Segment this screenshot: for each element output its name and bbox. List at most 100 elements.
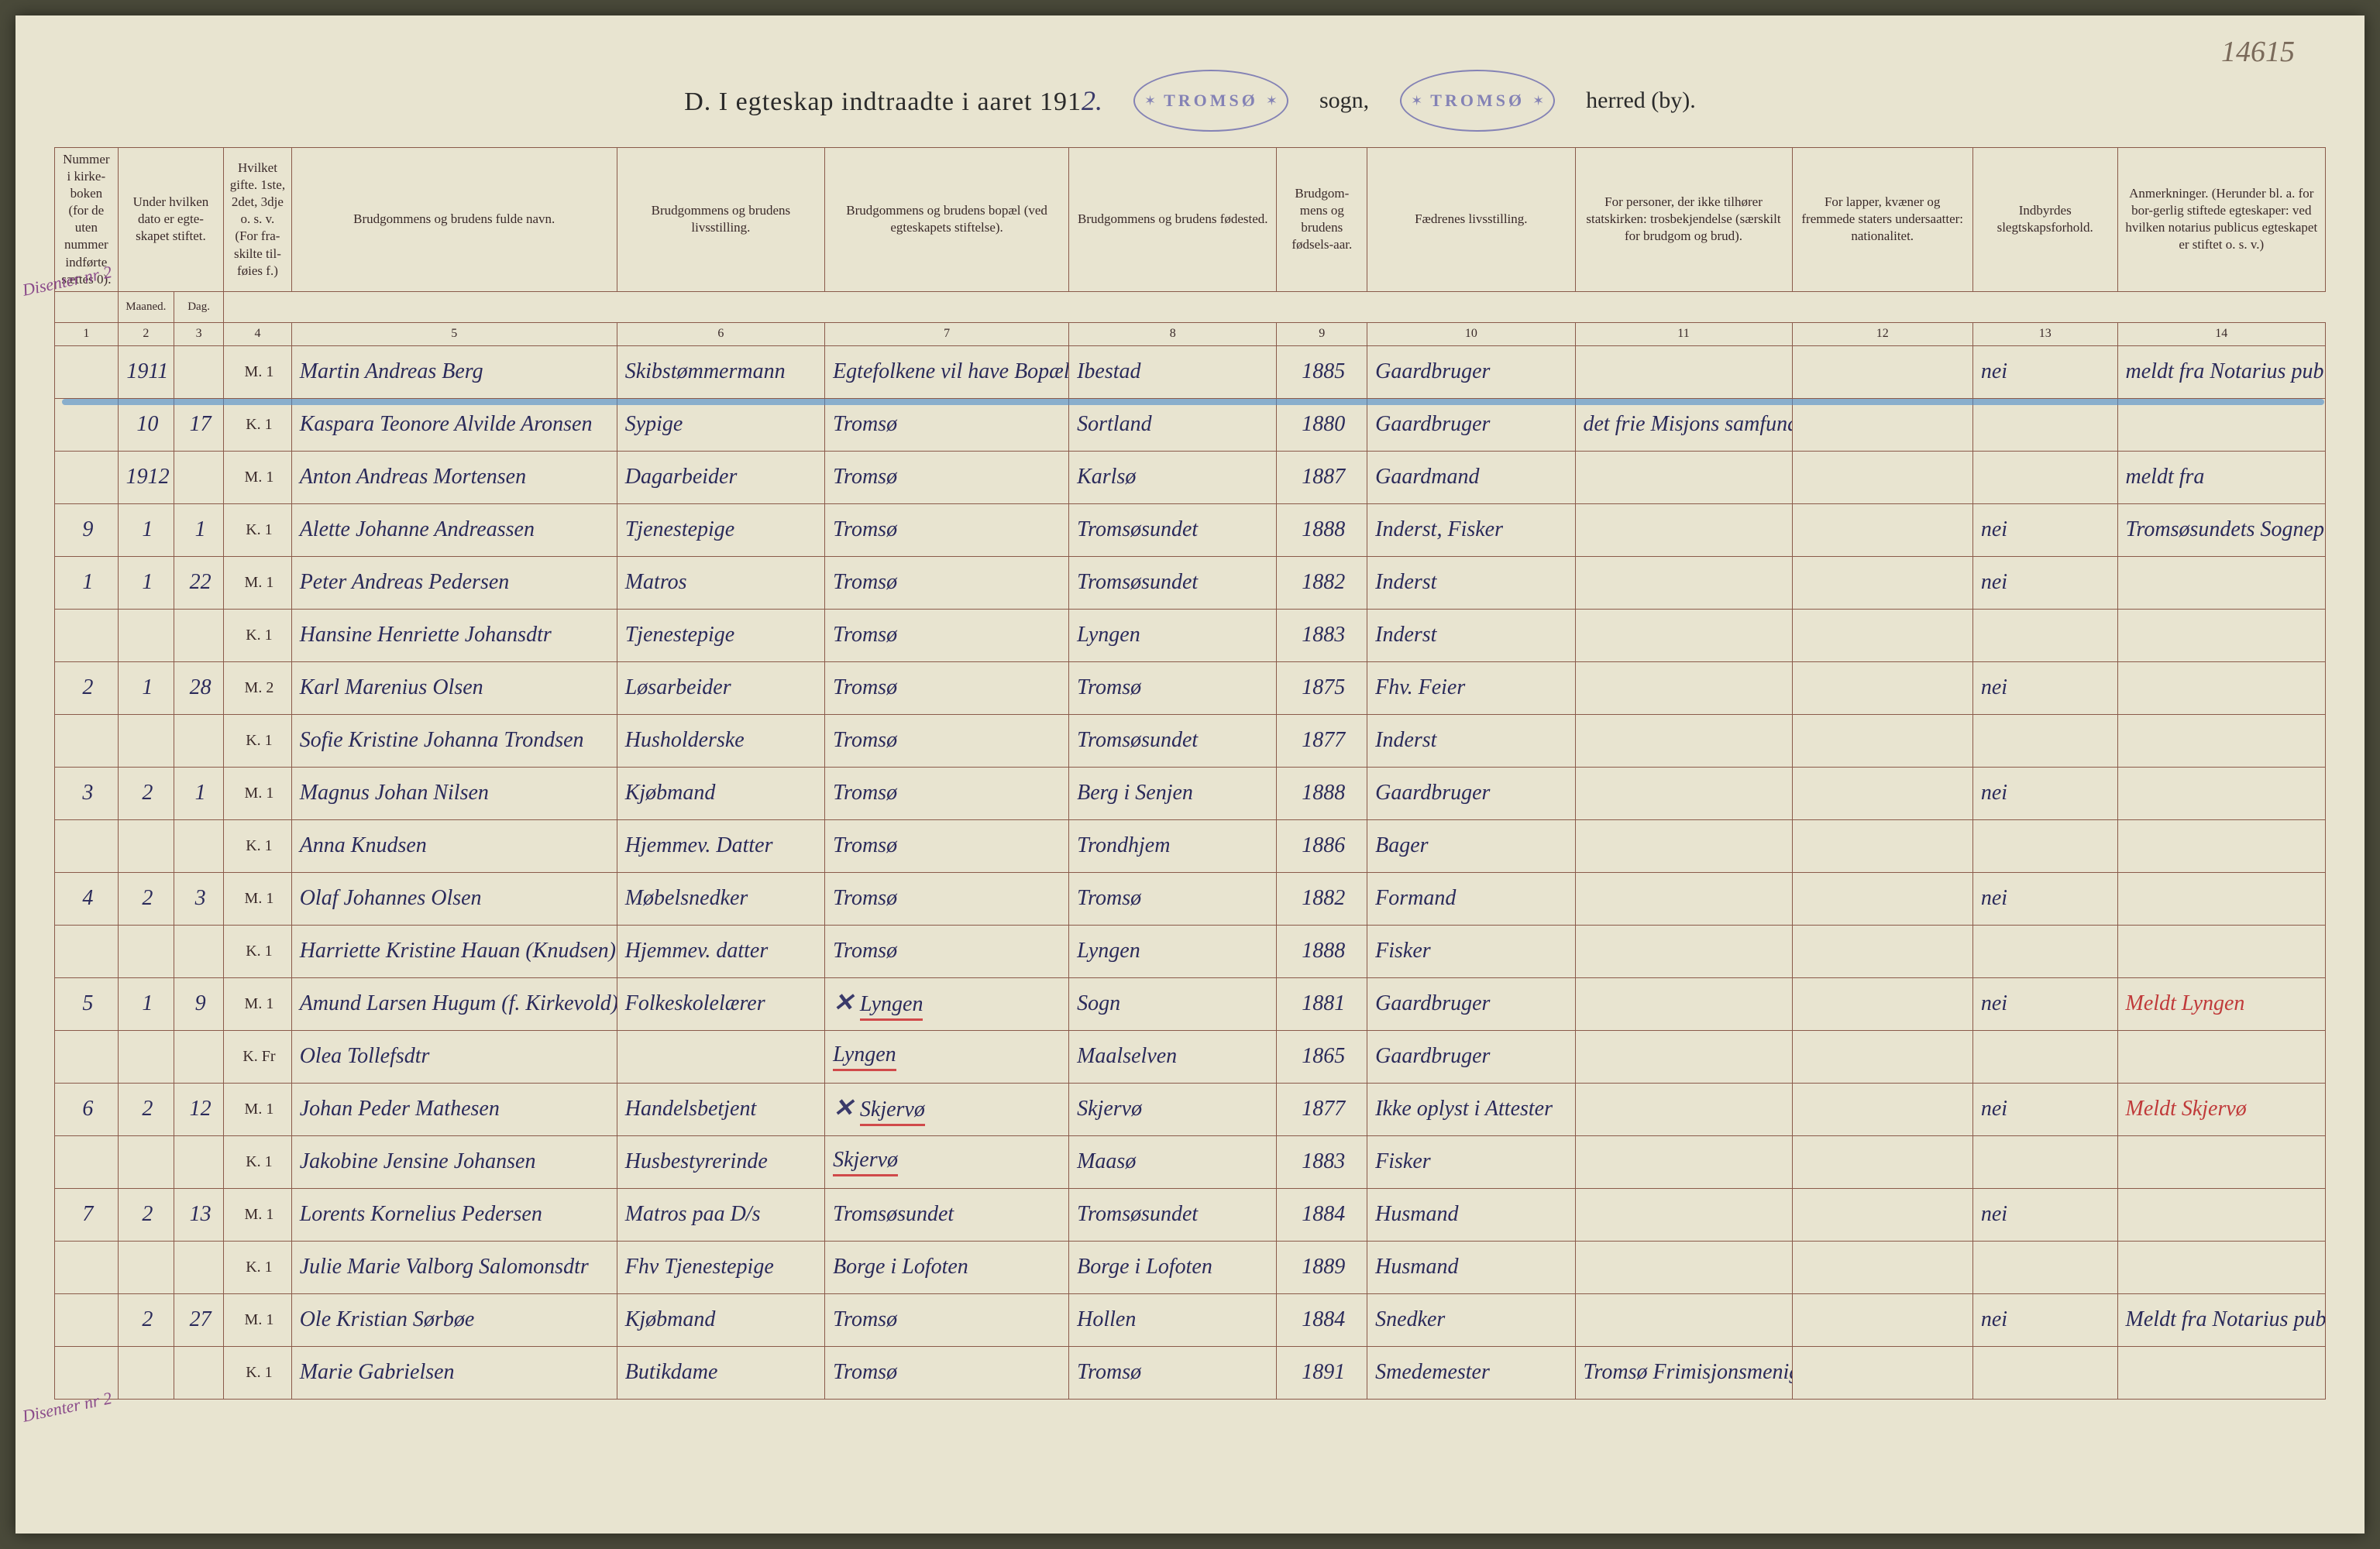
cell: 1880: [1277, 398, 1367, 451]
cell: 9: [174, 977, 224, 1030]
cell: [1575, 1135, 1792, 1188]
cell: [1575, 1083, 1792, 1135]
cell: Tjenestepige: [617, 503, 824, 556]
cell: [118, 714, 174, 767]
cell: [1792, 977, 1972, 1030]
cell: nei: [1972, 977, 2117, 1030]
cell: [2117, 1346, 2325, 1399]
cell: [1792, 1188, 1972, 1241]
cell: 5: [55, 977, 119, 1030]
cell: Harriette Kristine Hauan (Knudsen): [291, 925, 617, 977]
cell: [1792, 661, 1972, 714]
cell: K. 1: [224, 398, 292, 451]
cell: [1972, 714, 2117, 767]
cell: [1575, 1293, 1792, 1346]
cell: Tromsø: [825, 819, 1069, 872]
cell: Tromsøsundets Sogneprest: [2117, 503, 2325, 556]
cell: 1889: [1277, 1241, 1367, 1293]
cell: 3: [55, 767, 119, 819]
cell: Maalselven: [1069, 1030, 1277, 1083]
cell: Peter Andreas Pedersen: [291, 556, 617, 609]
table-row: 911K. 1Alette Johanne AndreassenTjeneste…: [55, 503, 2326, 556]
cell: 1888: [1277, 503, 1367, 556]
table-row: 2128M. 2Karl Marenius OlsenLøsarbeiderTr…: [55, 661, 2326, 714]
cell: 1885: [1277, 345, 1367, 398]
cell: Tromsø: [825, 714, 1069, 767]
cell: [1792, 609, 1972, 661]
cell: 9: [55, 503, 119, 556]
cell: Jakobine Jensine Johansen: [291, 1135, 617, 1188]
cell: Kaspara Teonore Alvilde Aronsen: [291, 398, 617, 451]
cell: Tromsø: [825, 925, 1069, 977]
cell: Husmand: [1367, 1241, 1575, 1293]
cell: 6: [55, 1083, 119, 1135]
cell: 1891: [1277, 1346, 1367, 1399]
cell: Tromsøsundet: [1069, 503, 1277, 556]
parish-stamp-2: TROMSØ: [1400, 70, 1555, 132]
cell: Sypige: [617, 398, 824, 451]
column-header: Brudgom-mens og brudens fødsels-aar.: [1277, 148, 1367, 292]
table-body: 1911M. 1Martin Andreas BergSkibstømmerma…: [55, 345, 2326, 1399]
herred-label: herred (by).: [1586, 88, 1696, 114]
cell: [1792, 1241, 1972, 1293]
cell: [2117, 714, 2325, 767]
table-row: K. 1Marie GabrielsenButikdameTromsøTroms…: [55, 1346, 2326, 1399]
blue-smudge-line: [62, 399, 2324, 405]
cell: [1792, 345, 1972, 398]
cell: Snedker: [1367, 1293, 1575, 1346]
column-header: Brudgommens og brudens fulde navn.: [291, 148, 617, 292]
cell: 1911: [118, 345, 174, 398]
cell: [1792, 1083, 1972, 1135]
cell: 2: [55, 661, 119, 714]
cell: Tromsøsundet: [825, 1188, 1069, 1241]
cell: [1575, 925, 1792, 977]
cell: Møbelsnedker: [617, 872, 824, 925]
cell: M. 1: [224, 451, 292, 503]
cell: [1792, 767, 1972, 819]
table-row: 7213M. 1Lorents Kornelius PedersenMatros…: [55, 1188, 2326, 1241]
cell: 1886: [1277, 819, 1367, 872]
table-row: 1017K. 1Kaspara Teonore Alvilde AronsenS…: [55, 398, 2326, 451]
cell: Inderst: [1367, 609, 1575, 661]
cell: [1575, 503, 1792, 556]
cell: [2117, 872, 2325, 925]
cell: [1972, 398, 2117, 451]
table-row: 1122M. 1Peter Andreas PedersenMatrosTrom…: [55, 556, 2326, 609]
cell: K. 1: [224, 714, 292, 767]
cell: Gaardbruger: [1367, 398, 1575, 451]
cell: [617, 1030, 824, 1083]
cell: [1575, 451, 1792, 503]
cell: K. 1: [224, 819, 292, 872]
column-header: Brudgommens og brudens fødested.: [1069, 148, 1277, 292]
cell: nei: [1972, 1293, 2117, 1346]
cell: [1972, 925, 2117, 977]
cell: [1972, 1241, 2117, 1293]
cell: Berg i Senjen: [1069, 767, 1277, 819]
cell: [1575, 661, 1792, 714]
cell: Tromsøsundet: [1069, 714, 1277, 767]
ledger-table: Nummer i kirke-boken (for de uten nummer…: [54, 147, 2326, 1400]
cell: Løsarbeider: [617, 661, 824, 714]
cell: Anna Knudsen: [291, 819, 617, 872]
cell: Fhv. Feier: [1367, 661, 1575, 714]
cell: Inderst, Fisker: [1367, 503, 1575, 556]
cell: [1575, 767, 1792, 819]
cell: K. 1: [224, 1241, 292, 1293]
cell: Sogn: [1069, 977, 1277, 1030]
cell: [55, 1030, 119, 1083]
cell: K. 1: [224, 925, 292, 977]
page-number: 14615: [2221, 35, 2295, 69]
cell: Husholderske: [617, 714, 824, 767]
cell: meldt fra Notarius publicus i Tromsø: [2117, 345, 2325, 398]
cell: Husmand: [1367, 1188, 1575, 1241]
cell: Formand: [1367, 872, 1575, 925]
cell: Ibestad: [1069, 345, 1277, 398]
cell: 1912: [118, 451, 174, 503]
sub-day: Dag.: [174, 291, 224, 322]
cell: M. 1: [224, 556, 292, 609]
cell: [2117, 767, 2325, 819]
column-number-row: 1234567891011121314: [55, 322, 2326, 345]
cell: det frie Misjons samfund: [1575, 398, 1792, 451]
cell: Folkeskolelærer: [617, 977, 824, 1030]
cell: M. 1: [224, 1188, 292, 1241]
